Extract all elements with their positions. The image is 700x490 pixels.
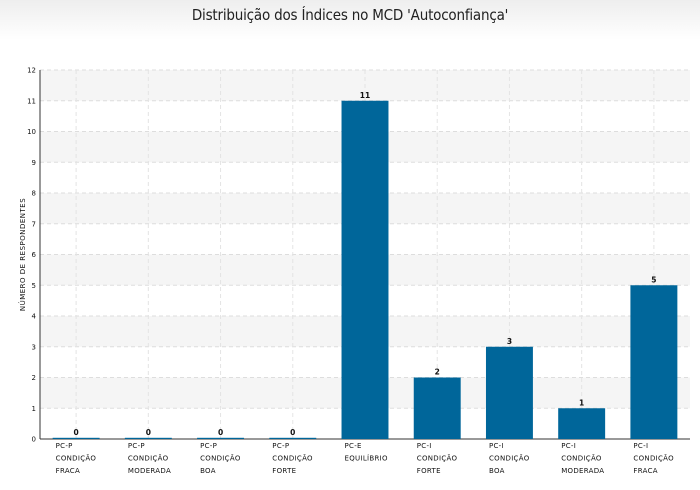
x-tick-label: CONDIÇÃO [561, 454, 602, 463]
x-tick-label: PC-P [272, 442, 289, 450]
data-label: 3 [507, 337, 512, 346]
x-tick-label: CONDIÇÃO [200, 454, 241, 463]
y-tick-label: 2 [32, 374, 36, 382]
x-tick-label: FRACA [56, 467, 80, 475]
x-tick-label: CONDIÇÃO [56, 454, 97, 463]
x-tick-label: MODERADA [561, 467, 604, 475]
x-tick-label: PC-I [633, 442, 648, 450]
y-tick-label: 6 [32, 251, 37, 259]
y-axis-label: NÚMERO DE RESPONDENTES [18, 198, 27, 311]
x-tick-label: CONDIÇÃO [489, 454, 530, 463]
y-tick-label: 10 [27, 128, 36, 136]
bar [413, 377, 461, 439]
data-label: 0 [290, 428, 295, 437]
y-tick-label: 0 [32, 436, 36, 444]
bar [197, 437, 245, 439]
x-tick-label: PC-I [417, 442, 432, 450]
x-tick-label: FORTE [417, 467, 441, 475]
bar [630, 285, 678, 439]
x-tick-label: CONDIÇÃO [128, 454, 169, 463]
x-tick-label: CONDIÇÃO [633, 454, 674, 463]
bar [269, 437, 317, 439]
x-tick-label: EQUILÍBRIO [345, 454, 389, 463]
x-tick-label: FRACA [633, 467, 657, 475]
x-tick-label: PC-I [561, 442, 576, 450]
bar [52, 437, 100, 439]
y-tick-label: 9 [32, 159, 36, 167]
y-tick-label: 12 [27, 67, 36, 75]
x-tick-label: FORTE [272, 467, 296, 475]
x-tick-label: PC-P [200, 442, 217, 450]
y-tick-label: 11 [27, 97, 36, 105]
bar [485, 346, 533, 439]
x-tick-label: CONDIÇÃO [272, 454, 313, 463]
y-tick-label: 8 [32, 190, 36, 198]
data-label: 0 [218, 428, 223, 437]
x-tick-label: PC-I [489, 442, 504, 450]
bar [558, 408, 606, 439]
y-tick-label: 1 [32, 405, 36, 413]
x-tick-label: PC-E [345, 442, 362, 450]
bar [124, 437, 172, 439]
x-tick-label: CONDIÇÃO [417, 454, 458, 463]
y-tick-label: 4 [32, 313, 37, 321]
data-label: 5 [651, 275, 656, 284]
data-label: 0 [74, 428, 79, 437]
x-tick-label: BOA [489, 467, 505, 475]
x-tick-label: BOA [200, 467, 216, 475]
y-tick-label: 7 [32, 220, 36, 228]
data-label: 0 [146, 428, 151, 437]
x-tick-label: MODERADA [128, 467, 171, 475]
y-tick-label: 5 [32, 282, 36, 290]
y-tick-label: 3 [32, 343, 36, 351]
x-tick-label: PC-P [56, 442, 73, 450]
data-label: 2 [435, 368, 440, 377]
x-tick-label: PC-P [128, 442, 145, 450]
bar [341, 100, 389, 439]
data-label: 1 [579, 398, 584, 407]
chart-title: Distribuição dos Índices no MCD 'Autocon… [191, 6, 509, 24]
data-label: 11 [360, 91, 370, 100]
